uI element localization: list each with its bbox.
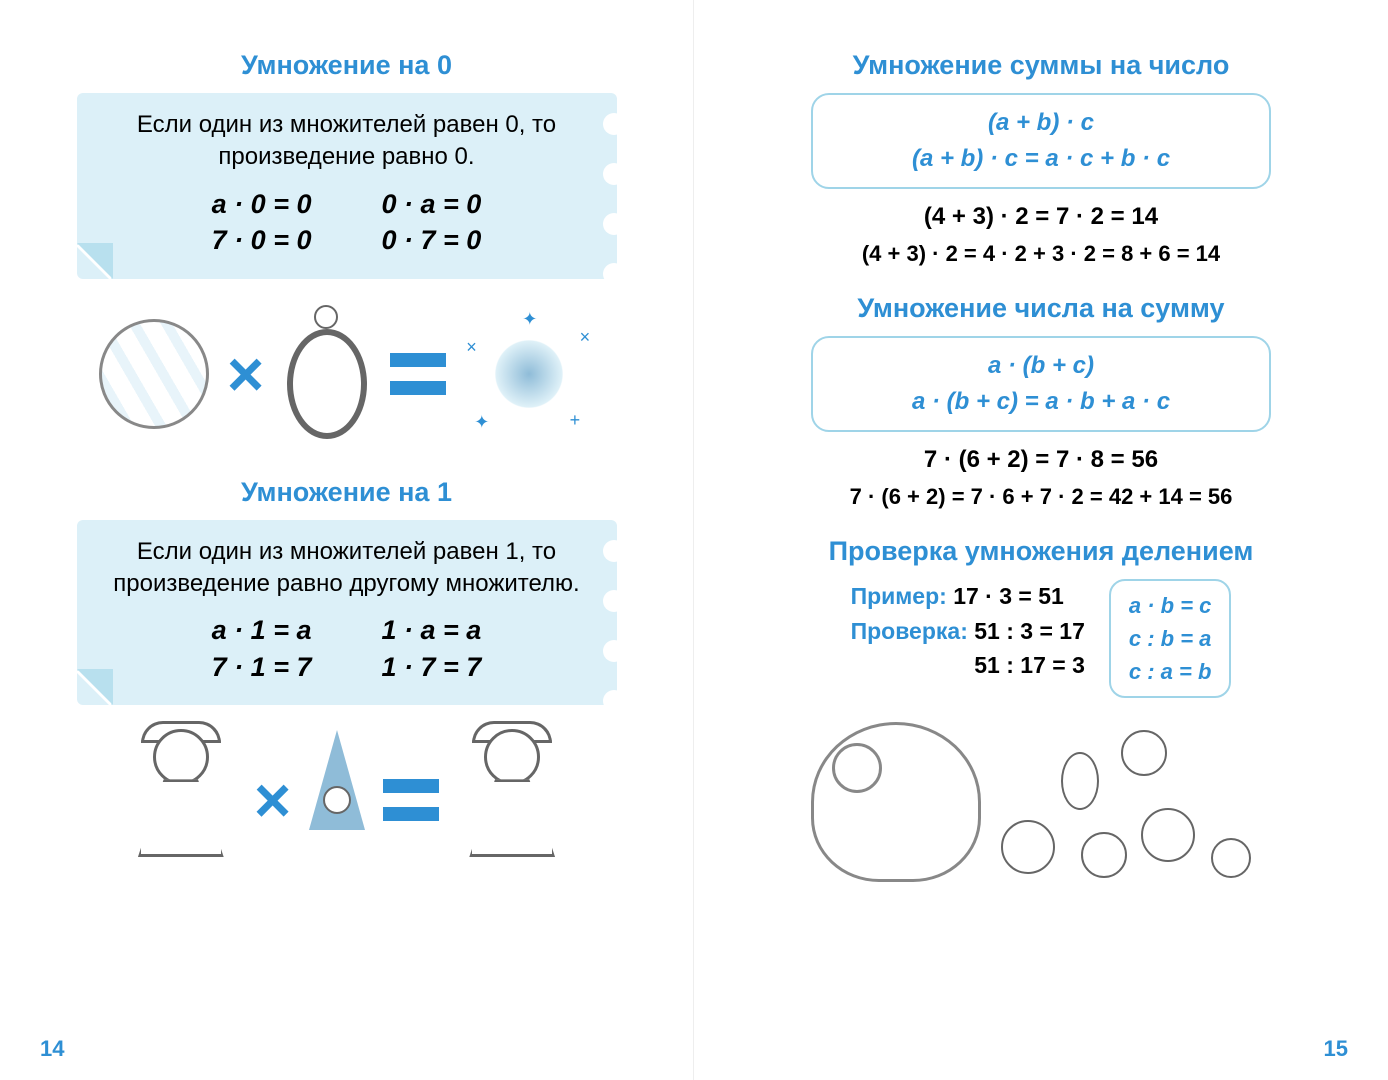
- egg-icon: [1061, 752, 1099, 810]
- example: (4 + 3) · 2 = 4 · 2 + 3 · 2 = 8 + 6 = 14: [734, 241, 1348, 267]
- illustration-zero: × ✦× ✦+ ×: [40, 299, 653, 449]
- ball-icon: [99, 319, 209, 429]
- doll-icon: [126, 725, 236, 875]
- illustration-one: ×: [40, 725, 653, 875]
- ball-icon: [1001, 820, 1055, 874]
- rule-text-one: Если один из множителей равен 1, то прои…: [97, 536, 597, 601]
- equation: a · 1 = a: [212, 612, 312, 648]
- example: (4 + 3) · 2 = 7 · 2 = 14: [734, 203, 1348, 231]
- ball-icon: [1141, 808, 1195, 862]
- page-number: 15: [1324, 1036, 1348, 1062]
- identity-box: a · b = c c : b = a c : a = b: [1109, 579, 1232, 698]
- section-title-num-times-sum: Умножение числа на сумму: [734, 293, 1348, 324]
- page-right: Умножение суммы на число (a + b) · c (a …: [694, 0, 1388, 1080]
- equation: 1 · a = a: [382, 612, 482, 648]
- rule-text-zero: Если один из множителей равен 0, то прои…: [97, 109, 597, 174]
- formula: a · (b + c): [835, 348, 1247, 384]
- times-icon: ×: [227, 337, 264, 411]
- identity: a · b = c: [1129, 589, 1212, 622]
- equation: 0 · a = 0: [382, 186, 482, 222]
- section-title-one: Умножение на 1: [40, 477, 653, 508]
- equation: 1 · 7 = 7: [382, 649, 482, 685]
- label-example: Пример:: [851, 583, 947, 609]
- equation: 0 · 7 = 0: [382, 222, 482, 258]
- ball-icon: [1211, 838, 1251, 878]
- formula-box: (a + b) · c (a + b) · c = a · c + b · c: [811, 93, 1271, 189]
- burst-icon: ✦× ✦+ ×: [464, 309, 594, 439]
- identity: c : b = a: [1129, 622, 1212, 655]
- page-left: Умножение на 0 Если один из множителей р…: [0, 0, 694, 1080]
- section-title-sum-times-num: Умножение суммы на число: [734, 50, 1348, 81]
- equation: 7 · 0 = 0: [212, 222, 312, 258]
- equation: a · 0 = 0: [212, 186, 312, 222]
- check-value: 51 : 3 = 17: [974, 618, 1085, 644]
- equation: 7 · 1 = 7: [212, 649, 312, 685]
- doll-icon: [457, 725, 567, 875]
- check-value: 51 : 17 = 3: [974, 652, 1085, 678]
- example-value: 17 · 3 = 51: [953, 583, 1064, 609]
- rule-card-zero: Если один из множителей равен 0, то прои…: [77, 93, 617, 279]
- one-character-icon: [309, 730, 365, 870]
- times-icon: ×: [254, 763, 291, 837]
- ball-icon: [1121, 730, 1167, 776]
- rule-card-one: Если один из множителей равен 1, то прои…: [77, 520, 617, 706]
- formula: a · (b + c) = a · b + a · c: [835, 384, 1247, 420]
- example: 7 · (6 + 2) = 7 · 6 + 7 · 2 = 42 + 14 = …: [734, 484, 1348, 510]
- example: 7 · (6 + 2) = 7 · 8 = 56: [734, 446, 1348, 474]
- section-title-zero: Умножение на 0: [40, 50, 653, 81]
- section-title-check: Проверка умножения делением: [734, 536, 1348, 567]
- formula: (a + b) · c = a · c + b · c: [835, 141, 1247, 177]
- formula: (a + b) · c: [835, 105, 1247, 141]
- zero-character-icon: [282, 309, 372, 439]
- illustration-elephant: [781, 712, 1301, 902]
- equals-icon: [390, 353, 446, 395]
- ball-icon: [1081, 832, 1127, 878]
- label-check: Проверка:: [851, 618, 968, 644]
- elephant-icon: [811, 722, 981, 882]
- page-number: 14: [40, 1036, 64, 1062]
- check-block: Пример: 17 · 3 = 51 Проверка: 51 : 3 = 1…: [734, 579, 1348, 698]
- identity: c : a = b: [1129, 655, 1212, 688]
- formula-box: a · (b + c) a · (b + c) = a · b + a · c: [811, 336, 1271, 432]
- equals-icon: [383, 779, 439, 821]
